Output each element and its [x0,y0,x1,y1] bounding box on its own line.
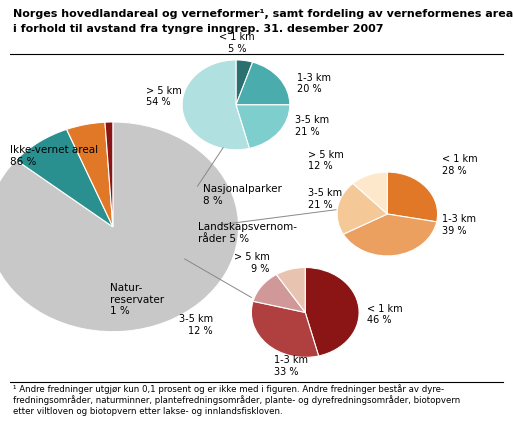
Text: < 1 km
5 %: < 1 km 5 % [219,32,255,54]
Wedge shape [253,274,305,312]
Text: i forhold til avstand fra tyngre inngrep. 31. desember 2007: i forhold til avstand fra tyngre inngrep… [13,24,383,33]
Text: < 1 km
46 %: < 1 km 46 % [367,304,402,325]
Wedge shape [353,172,387,214]
Text: 1-3 km
39 %: 1-3 km 39 % [442,214,476,235]
Text: > 5 km
54 %: > 5 km 54 % [146,86,182,107]
Text: 3-5 km
21 %: 3-5 km 21 % [308,188,342,210]
Wedge shape [236,62,290,105]
Text: > 5 km
12 %: > 5 km 12 % [308,150,344,171]
Wedge shape [343,214,437,256]
Text: < 1 km
28 %: < 1 km 28 % [442,154,478,175]
Wedge shape [67,122,113,227]
Text: Landskapsvernom-
råder 5 %: Landskapsvernom- råder 5 % [198,223,297,244]
Wedge shape [236,60,252,105]
Text: 3-5 km
21 %: 3-5 km 21 % [295,116,329,137]
Wedge shape [277,268,305,312]
Text: > 5 km
9 %: > 5 km 9 % [233,253,269,274]
Text: Norges hovedlandareal og verneformer¹, samt fordeling av verneformenes areal: Norges hovedlandareal og verneformer¹, s… [13,9,513,19]
Text: Ikke-vernet areal
86 %: Ikke-vernet areal 86 % [10,146,98,167]
Text: Natur-
reservater
1 %: Natur- reservater 1 % [110,283,165,316]
Wedge shape [251,301,319,357]
Wedge shape [0,122,239,332]
Text: 3-5 km
12 %: 3-5 km 12 % [179,315,213,336]
Wedge shape [16,129,113,227]
Text: ¹ Andre fredninger utgjør kun 0,1 prosent og er ikke med i figuren. Andre fredni: ¹ Andre fredninger utgjør kun 0,1 prosen… [13,384,460,416]
Text: 1-3 km
20 %: 1-3 km 20 % [297,73,330,94]
Wedge shape [305,268,359,356]
Wedge shape [236,105,290,149]
Text: Nasjonalparker
8 %: Nasjonalparker 8 % [203,184,282,205]
Wedge shape [105,122,113,227]
Wedge shape [387,172,438,222]
Text: 1-3 km
33 %: 1-3 km 33 % [274,355,308,377]
Wedge shape [337,184,387,234]
Wedge shape [182,60,249,150]
